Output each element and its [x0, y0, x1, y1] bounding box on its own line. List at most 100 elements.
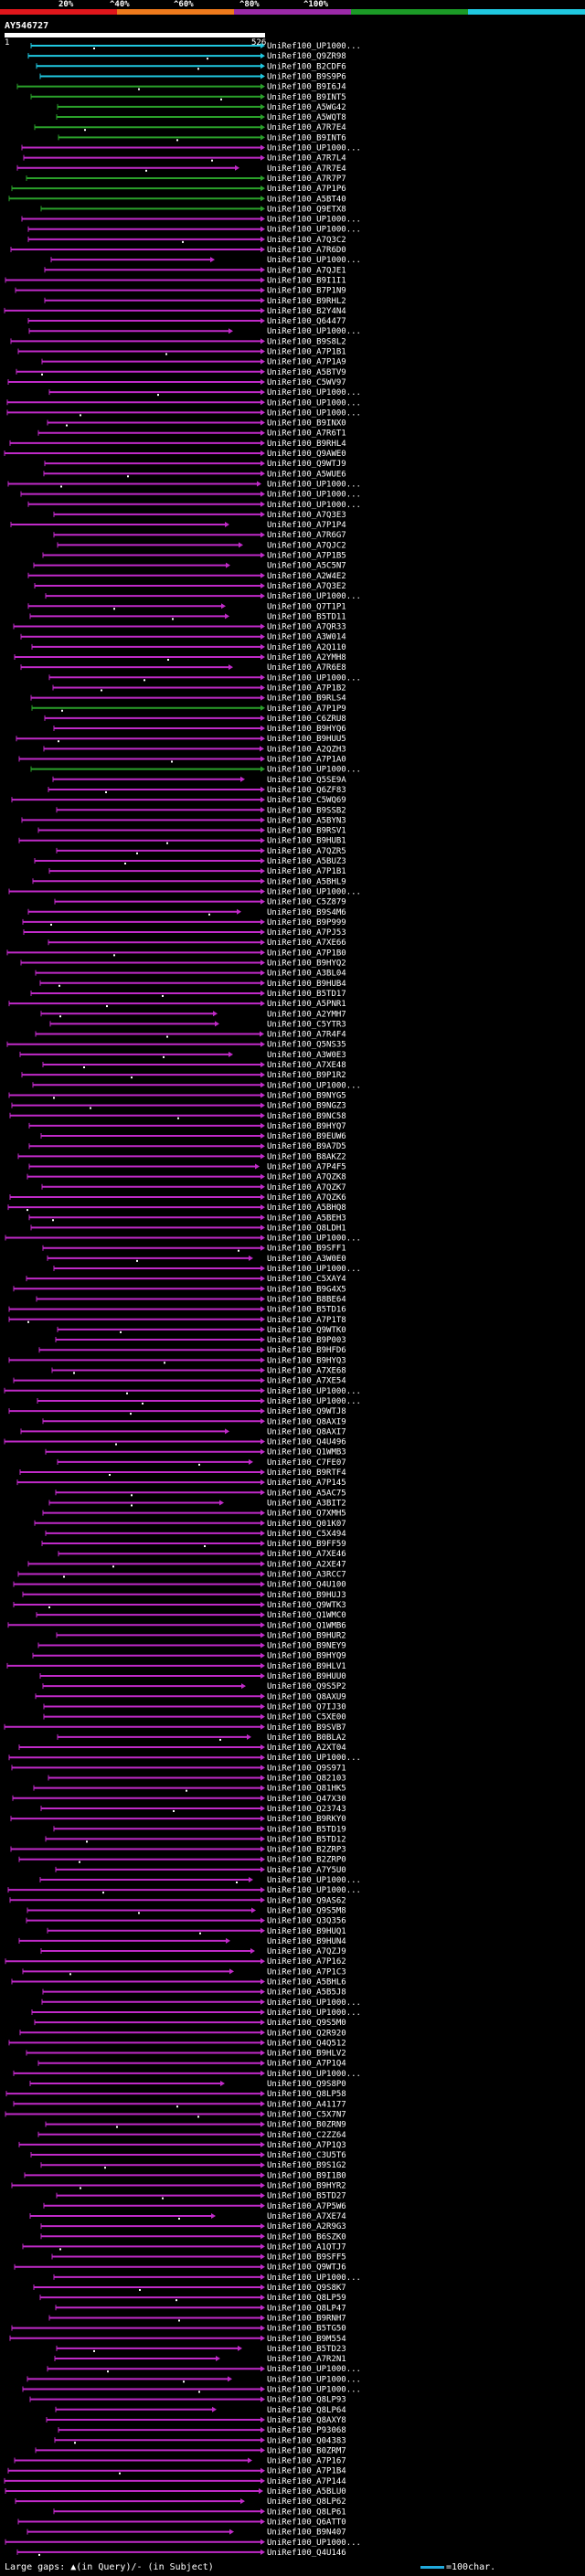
hit-row[interactable]: UniRef100_A7P1Q4 — [37, 2060, 346, 2069]
hit-row[interactable]: UniRef100_A7P1P6 — [11, 185, 346, 194]
hit-row[interactable]: UniRef100_A41177 — [13, 2100, 346, 2109]
hit-id[interactable]: UniRef100_A7R6E8 — [267, 663, 346, 673]
hit-row[interactable]: UniRef100_Q6ATT0 — [17, 2518, 346, 2527]
hit-id[interactable]: UniRef100_A5WUE6 — [267, 470, 346, 479]
hit-id[interactable]: UniRef100_B9RHL4 — [267, 440, 346, 449]
hit-id[interactable]: UniRef100_A3RCC7 — [267, 1571, 346, 1580]
hit-id[interactable]: UniRef100_A7XE68 — [267, 1367, 346, 1376]
hit-row[interactable]: UniRef100_B9INT6 — [58, 133, 346, 143]
hit-row[interactable]: UniRef100_B9HUU5 — [16, 735, 346, 744]
hit-row[interactable]: UniRef100_B0ZRM7 — [35, 2446, 346, 2455]
hit-id[interactable]: UniRef100_B5TD17 — [267, 990, 346, 999]
hit-row[interactable]: UniRef100_B9INT5 — [30, 93, 346, 102]
hit-id[interactable]: UniRef100_Q01K07 — [267, 1520, 346, 1529]
hit-id[interactable]: UniRef100_A7P5W6 — [267, 2202, 346, 2211]
hit-id[interactable]: UniRef100_B5TG50 — [267, 2325, 346, 2334]
hit-id[interactable]: UniRef100_A5PNR1 — [267, 1000, 346, 1009]
hit-row[interactable]: UniRef100_B5TD11 — [29, 612, 346, 621]
hit-row[interactable]: UniRef100_A5BEH3 — [28, 1214, 346, 1223]
hit-row[interactable]: UniRef100_B9HYQ2 — [20, 959, 346, 969]
hit-row[interactable]: UniRef100_A7R4F4 — [35, 1031, 346, 1040]
hit-row[interactable]: UniRef100_A2YMH7 — [40, 1010, 346, 1019]
hit-row[interactable]: UniRef100_Q5NS35 — [6, 1041, 346, 1050]
hit-row[interactable]: UniRef100_B8BE64 — [36, 1295, 346, 1304]
hit-id[interactable]: UniRef100_B9HUU5 — [267, 735, 346, 744]
hit-id[interactable]: UniRef100_Q81HK5 — [267, 1785, 346, 1794]
hit-id[interactable]: UniRef100_B9HUU0 — [267, 1672, 346, 1681]
hit-id[interactable]: UniRef100_Q04383 — [267, 2436, 346, 2445]
hit-id[interactable]: UniRef100_A7QZK7 — [267, 1183, 346, 1193]
hit-row[interactable]: UniRef100_B9HFD6 — [38, 1346, 346, 1355]
hit-row[interactable]: UniRef100_A5BLU0 — [5, 2487, 346, 2496]
hit-id[interactable]: UniRef100_Q9ZR98 — [267, 52, 346, 61]
hit-row[interactable]: UniRef100_A2R9G3 — [40, 2222, 346, 2231]
hit-row[interactable]: UniRef100_A7R6T1 — [37, 429, 346, 439]
hit-row[interactable]: UniRef100_B0ZRN9 — [45, 2121, 346, 2130]
hit-row[interactable]: UniRef100_B6SZK0 — [40, 2232, 346, 2242]
hit-row[interactable]: UniRef100_Q8LP58 — [5, 2090, 346, 2099]
hit-row[interactable]: UniRef100_Q9WTJ6 — [14, 2263, 346, 2273]
hit-row[interactable]: UniRef100_B9N407 — [27, 2528, 346, 2538]
hit-id[interactable]: UniRef100_Q9AS62 — [267, 1896, 346, 1905]
hit-row[interactable]: UniRef100_B9HYQ7 — [28, 1122, 346, 1131]
hit-id[interactable]: UniRef100_B9S9P6 — [267, 72, 346, 81]
hit-row[interactable]: UniRef100_C5Z879 — [54, 898, 346, 907]
hit-id[interactable]: UniRef100_P93068 — [267, 2426, 346, 2435]
hit-row[interactable]: UniRef100_UP1000... — [5, 1235, 361, 1244]
hit-row[interactable]: UniRef100_A7R7E4 — [16, 164, 346, 174]
hit-id[interactable]: UniRef100_A7P1T8 — [267, 1316, 346, 1325]
hit-row[interactable]: UniRef100_B9SVB7 — [4, 1723, 346, 1733]
hit-row[interactable]: UniRef100_A2XE47 — [27, 1560, 346, 1569]
hit-row[interactable]: UniRef100_A7QZR5 — [56, 847, 346, 856]
hit-row[interactable]: UniRef100_B9HLV2 — [26, 2050, 346, 2059]
hit-row[interactable]: UniRef100_A3W0E3 — [19, 1051, 346, 1060]
hit-row[interactable]: UniRef100_A7P145 — [16, 1479, 346, 1488]
hit-id[interactable]: UniRef100_Q1WMB3 — [267, 1448, 346, 1458]
hit-id[interactable]: UniRef100_UP1000... — [267, 673, 361, 683]
hit-id[interactable]: UniRef100_A7QR33 — [267, 623, 346, 632]
hit-row[interactable]: UniRef100_A5AC75 — [55, 1489, 346, 1498]
hit-id[interactable]: UniRef100_C5WV97 — [267, 378, 346, 387]
hit-row[interactable]: UniRef100_A7P1C3 — [22, 1967, 346, 1977]
hit-id[interactable]: UniRef100_A7P167 — [267, 2457, 346, 2466]
hit-id[interactable]: UniRef100_B9HUN4 — [267, 1937, 346, 1946]
hit-row[interactable]: UniRef100_B9M554 — [9, 2335, 346, 2344]
hit-row[interactable]: UniRef100_B9P003 — [55, 1336, 346, 1345]
hit-row[interactable]: UniRef100_A7XE48 — [42, 1061, 346, 1070]
hit-row[interactable]: UniRef100_Q7IJ30 — [43, 1702, 346, 1712]
hit-id[interactable]: UniRef100_Q9WTJ9 — [267, 460, 346, 469]
hit-row[interactable]: UniRef100_Q6ZF83 — [48, 786, 346, 795]
hit-row[interactable]: UniRef100_UP1000... — [30, 766, 361, 775]
hit-row[interactable]: UniRef100_Q2R920 — [19, 2029, 346, 2038]
hit-id[interactable]: UniRef100_Q9S971 — [267, 1764, 346, 1773]
hit-row[interactable]: UniRef100_UP1000... — [6, 398, 361, 408]
hit-id[interactable]: UniRef100_B9INX0 — [267, 419, 346, 429]
hit-row[interactable]: UniRef100_B9HUR2 — [56, 1631, 346, 1640]
hit-id[interactable]: UniRef100_Q8LP62 — [267, 2497, 346, 2507]
hit-id[interactable]: UniRef100_Q9S8K7 — [267, 2284, 346, 2293]
hit-id[interactable]: UniRef100_UP1000... — [267, 491, 361, 500]
hit-row[interactable]: UniRef100_UP1000... — [41, 1998, 361, 2008]
hit-row[interactable]: UniRef100_A7R7E4 — [34, 123, 346, 133]
hit-id[interactable]: UniRef100_C5WQ69 — [267, 796, 346, 805]
hit-row[interactable]: UniRef100_A5BHL9 — [32, 877, 346, 886]
hit-row[interactable]: UniRef100_UP1000... — [21, 216, 361, 225]
hit-id[interactable]: UniRef100_B9RKY0 — [267, 1815, 346, 1824]
hit-row[interactable]: UniRef100_UP1000... — [31, 2009, 361, 2018]
hit-id[interactable]: UniRef100_Q9S5M8 — [267, 1906, 346, 1915]
hit-id[interactable]: UniRef100_UP1000... — [267, 2365, 361, 2374]
hit-row[interactable]: UniRef100_A7R7L4 — [23, 154, 346, 164]
hit-row[interactable]: UniRef100_A7QR33 — [13, 623, 346, 632]
hit-row[interactable]: UniRef100_Q9AS62 — [9, 1896, 346, 1905]
hit-row[interactable]: UniRef100_B9HLV1 — [6, 1662, 346, 1671]
hit-id[interactable]: UniRef100_Q8LP58 — [267, 2090, 346, 2099]
hit-id[interactable]: UniRef100_A5BEH3 — [267, 1214, 346, 1223]
hit-row[interactable]: UniRef100_B5TG50 — [11, 2325, 346, 2334]
hit-id[interactable]: UniRef100_Q5SE9A — [267, 776, 346, 785]
hit-row[interactable]: UniRef100_Q04383 — [54, 2436, 346, 2445]
hit-id[interactable]: UniRef100_A2YMH8 — [267, 653, 346, 663]
hit-row[interactable]: UniRef100_Q9S971 — [11, 1764, 346, 1773]
hit-row[interactable]: UniRef100_Q8LP47 — [55, 2304, 346, 2313]
hit-row[interactable]: UniRef100_Q8LP61 — [53, 2507, 346, 2517]
hit-id[interactable]: UniRef100_A2R9G3 — [267, 2222, 346, 2231]
